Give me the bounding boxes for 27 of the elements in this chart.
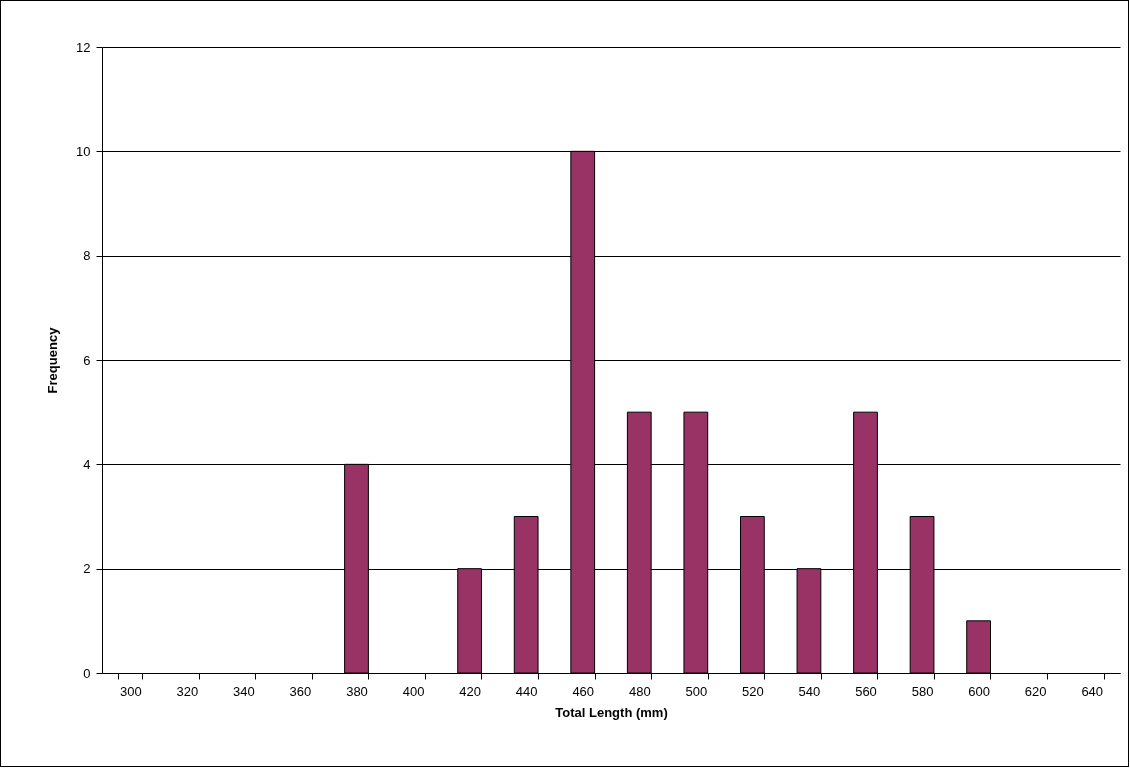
y-tick-label: 2 <box>83 561 91 577</box>
x-tick-label: 420 <box>459 683 481 699</box>
x-tick-label: 380 <box>346 683 368 699</box>
x-tick-label: 540 <box>798 683 821 699</box>
x-tick-label: 620 <box>1024 683 1047 699</box>
y-tick-label: 4 <box>83 456 91 472</box>
x-tick-label: 340 <box>233 683 255 699</box>
x-tick-label: 600 <box>968 683 990 699</box>
y-tick-label: 6 <box>83 352 91 368</box>
y-axis-title: Frequency <box>45 326 61 394</box>
x-axis-title: Total Length (mm) <box>555 704 668 720</box>
x-tick-label: 500 <box>685 683 708 699</box>
x-tick-label: 320 <box>176 683 199 699</box>
x-tick-label: 440 <box>515 683 538 699</box>
x-tick-label: 360 <box>289 683 312 699</box>
x-tick-label: 560 <box>855 683 877 699</box>
y-tick-label: 8 <box>83 248 91 264</box>
x-tick-label: 480 <box>628 683 651 699</box>
x-tick-label: 300 <box>119 683 142 699</box>
x-tick-label: 460 <box>572 683 595 699</box>
x-tick-label: 520 <box>742 683 764 699</box>
y-tick-label: 0 <box>83 665 91 681</box>
x-tick-label: 580 <box>911 683 934 699</box>
x-tick-label: 640 <box>1081 683 1104 699</box>
y-tick-label: 10 <box>76 143 91 159</box>
y-tick-label: 12 <box>76 39 91 55</box>
x-tick-label: 400 <box>402 683 425 699</box>
